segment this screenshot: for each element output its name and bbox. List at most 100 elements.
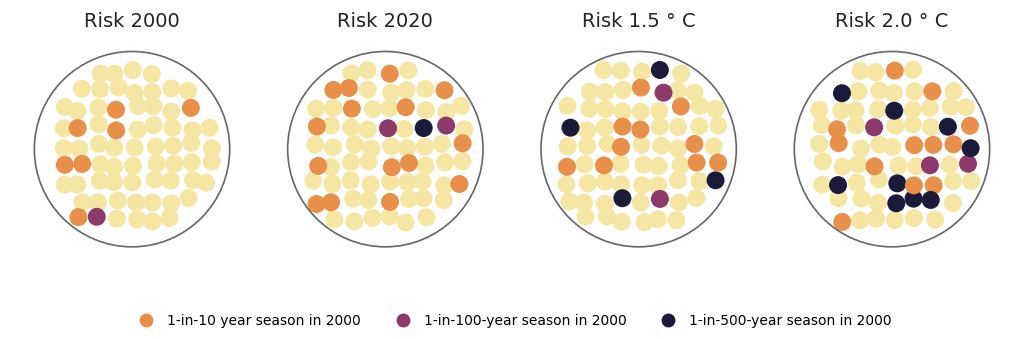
Circle shape — [632, 121, 649, 139]
Circle shape — [417, 101, 435, 119]
Circle shape — [126, 138, 143, 156]
Circle shape — [143, 213, 162, 231]
Circle shape — [109, 192, 127, 210]
Circle shape — [903, 101, 922, 119]
Circle shape — [414, 172, 431, 190]
Circle shape — [561, 119, 580, 137]
Circle shape — [905, 82, 924, 100]
Circle shape — [611, 62, 630, 80]
Circle shape — [579, 137, 596, 155]
Circle shape — [55, 119, 73, 137]
Circle shape — [668, 211, 685, 229]
Circle shape — [886, 211, 904, 229]
Circle shape — [162, 172, 180, 190]
Circle shape — [813, 176, 831, 194]
Circle shape — [870, 136, 888, 154]
Circle shape — [382, 137, 400, 155]
Circle shape — [596, 119, 613, 137]
Circle shape — [889, 174, 906, 192]
Circle shape — [905, 136, 924, 154]
Circle shape — [108, 121, 125, 139]
Circle shape — [961, 117, 979, 135]
Circle shape — [612, 138, 630, 156]
Circle shape — [182, 153, 201, 171]
Circle shape — [415, 119, 433, 137]
Circle shape — [342, 64, 360, 82]
Circle shape — [688, 154, 706, 172]
Circle shape — [849, 155, 867, 173]
Circle shape — [90, 135, 108, 153]
Circle shape — [358, 61, 377, 79]
Circle shape — [649, 210, 667, 228]
Circle shape — [358, 120, 377, 139]
Circle shape — [813, 116, 830, 134]
Circle shape — [451, 175, 468, 193]
Circle shape — [417, 80, 434, 98]
Circle shape — [632, 79, 650, 97]
Circle shape — [924, 82, 941, 100]
Circle shape — [867, 210, 885, 228]
Circle shape — [957, 98, 975, 116]
Circle shape — [886, 62, 904, 80]
Circle shape — [307, 195, 326, 213]
Circle shape — [904, 190, 923, 208]
Circle shape — [595, 156, 613, 174]
Circle shape — [887, 194, 905, 212]
Circle shape — [73, 80, 91, 98]
Circle shape — [959, 155, 977, 173]
Circle shape — [184, 171, 202, 189]
Circle shape — [364, 209, 382, 227]
Circle shape — [829, 134, 848, 152]
Circle shape — [904, 116, 922, 134]
Circle shape — [707, 171, 725, 189]
Circle shape — [944, 135, 963, 153]
Circle shape — [55, 176, 74, 194]
Circle shape — [110, 79, 128, 97]
Circle shape — [944, 194, 962, 212]
Circle shape — [828, 120, 846, 138]
Circle shape — [433, 135, 451, 153]
Circle shape — [55, 156, 74, 174]
Circle shape — [456, 120, 473, 138]
Circle shape — [197, 174, 215, 192]
Circle shape — [325, 81, 342, 99]
Circle shape — [323, 193, 340, 211]
Circle shape — [851, 211, 869, 229]
Title: Risk 2.0 ° C: Risk 2.0 ° C — [836, 12, 948, 31]
Circle shape — [685, 84, 703, 102]
Circle shape — [595, 61, 612, 79]
Circle shape — [560, 193, 579, 211]
Circle shape — [847, 101, 864, 119]
Circle shape — [942, 98, 959, 116]
Circle shape — [636, 213, 653, 231]
Circle shape — [687, 189, 706, 207]
Circle shape — [581, 83, 599, 101]
Circle shape — [146, 138, 165, 156]
Circle shape — [418, 208, 435, 226]
Circle shape — [105, 65, 123, 83]
Circle shape — [88, 208, 105, 226]
Circle shape — [436, 154, 454, 172]
Circle shape — [345, 213, 364, 231]
Circle shape — [922, 191, 940, 209]
Circle shape — [304, 172, 323, 190]
Circle shape — [361, 176, 380, 194]
Circle shape — [596, 83, 614, 101]
Circle shape — [182, 134, 201, 152]
Circle shape — [144, 97, 162, 115]
Circle shape — [123, 174, 141, 192]
Circle shape — [359, 81, 377, 99]
Circle shape — [164, 137, 182, 155]
Circle shape — [454, 152, 471, 170]
Circle shape — [613, 103, 632, 121]
Circle shape — [183, 121, 202, 139]
Circle shape — [669, 140, 687, 158]
Circle shape — [435, 81, 454, 99]
Circle shape — [558, 97, 577, 115]
Circle shape — [691, 97, 709, 115]
Circle shape — [611, 155, 630, 173]
Circle shape — [71, 140, 88, 158]
Circle shape — [904, 61, 922, 79]
Circle shape — [383, 158, 400, 176]
Circle shape — [105, 158, 123, 176]
